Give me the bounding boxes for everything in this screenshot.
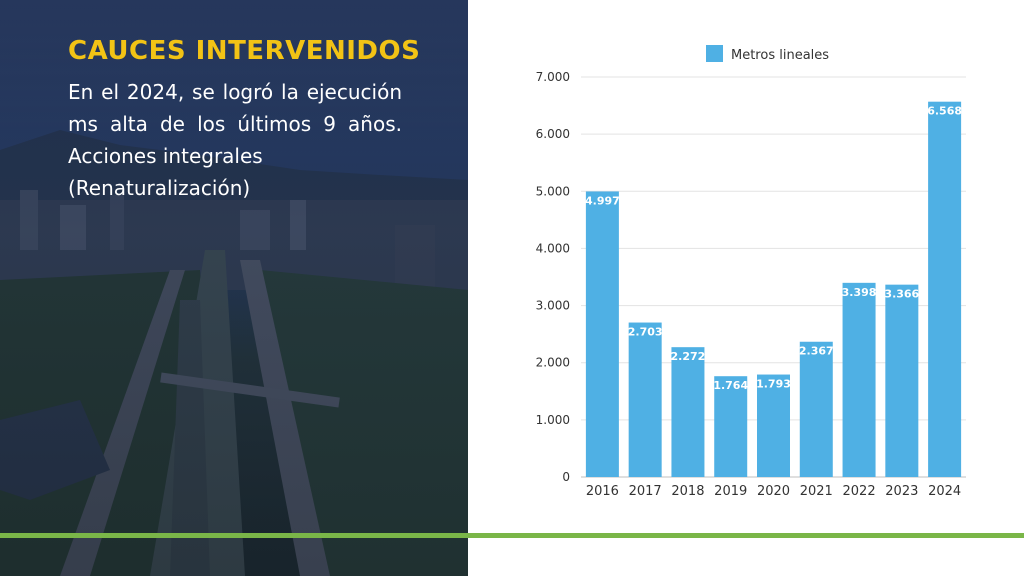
data-labels: 4.997 2.703 2.272 1.764 1.793 2.367 3.398 3.366… bbox=[585, 105, 962, 393]
headline: CAUCES INTERVENIDOS bbox=[68, 36, 421, 66]
data-label-2016: 4.997 bbox=[585, 194, 620, 207]
body-line-1: En el 2024, se logró la ejecución bbox=[68, 80, 402, 104]
data-label-2020: 1.793 bbox=[756, 378, 791, 391]
x-tick-label-2024: 2024 bbox=[928, 484, 961, 499]
x-tick-label-2022: 2022 bbox=[843, 484, 876, 499]
blue-tint-overlay bbox=[0, 0, 468, 576]
y-tick-label: 2.000 bbox=[536, 356, 570, 370]
bar-chart: 0 1.000 2.000 3.000 4.000 5.000 6.000 7.000 4.9… bbox=[536, 45, 966, 499]
x-tick-label-2018: 2018 bbox=[671, 484, 704, 499]
bar-2019 bbox=[714, 376, 748, 477]
body-line-3: Acciones integrales bbox=[68, 144, 263, 168]
bar-2022 bbox=[842, 282, 876, 477]
body-text: En el 2024, se logró la ejecución ms alt… bbox=[68, 76, 402, 204]
y-tick-label: 1.000 bbox=[536, 413, 570, 427]
bar-2020 bbox=[757, 374, 790, 477]
y-tick-label: 6.000 bbox=[536, 127, 570, 141]
legend-swatch bbox=[706, 45, 723, 62]
background-photo: CAUCES INTERVENIDOS En el 2024, se logró… bbox=[0, 0, 468, 576]
body-line-4: (Renaturalización) bbox=[68, 176, 251, 200]
bar-2024 bbox=[928, 101, 962, 477]
bar-2021 bbox=[799, 341, 833, 477]
y-tick-label: 7.000 bbox=[536, 70, 570, 84]
x-tick-label-2017: 2017 bbox=[629, 484, 662, 499]
bars bbox=[585, 101, 962, 477]
data-label-2024: 6.568 bbox=[927, 105, 962, 118]
bottom-stripe bbox=[0, 533, 1024, 538]
y-axis-ticks: 0 1.000 2.000 3.000 4.000 5.000 6.000 7.000 bbox=[536, 70, 570, 484]
x-tick-label-2016: 2016 bbox=[586, 484, 619, 499]
legend-label: Metros lineales bbox=[731, 48, 829, 63]
y-tick-label: 3.000 bbox=[536, 299, 570, 313]
x-tick-label-2019: 2019 bbox=[714, 484, 747, 499]
data-label-2022: 3.398 bbox=[842, 286, 877, 299]
x-tick-label-2020: 2020 bbox=[757, 484, 790, 499]
x-axis-ticks: 2016 2017 2018 2019 2020 2021 2022 2023 2024 bbox=[586, 484, 961, 499]
body-line-2: ms alta de los últimos 9 años. bbox=[68, 112, 402, 136]
bar-2017 bbox=[628, 322, 662, 477]
bar-2018 bbox=[671, 347, 705, 477]
data-label-2019: 1.764 bbox=[713, 379, 748, 392]
data-label-2021: 2.367 bbox=[799, 345, 834, 358]
x-tick-label-2021: 2021 bbox=[800, 484, 833, 499]
data-label-2023: 3.366 bbox=[884, 288, 919, 301]
legend: Metros lineales bbox=[706, 45, 829, 63]
y-tick-label: 5.000 bbox=[536, 184, 570, 198]
data-label-2017: 2.703 bbox=[628, 326, 663, 339]
data-label-2018: 2.272 bbox=[671, 350, 706, 363]
y-tick-label: 0 bbox=[562, 470, 570, 484]
bar-2023 bbox=[885, 284, 919, 477]
bar-2016 bbox=[585, 191, 619, 477]
x-tick-label-2023: 2023 bbox=[885, 484, 918, 499]
y-tick-label: 4.000 bbox=[536, 241, 570, 255]
